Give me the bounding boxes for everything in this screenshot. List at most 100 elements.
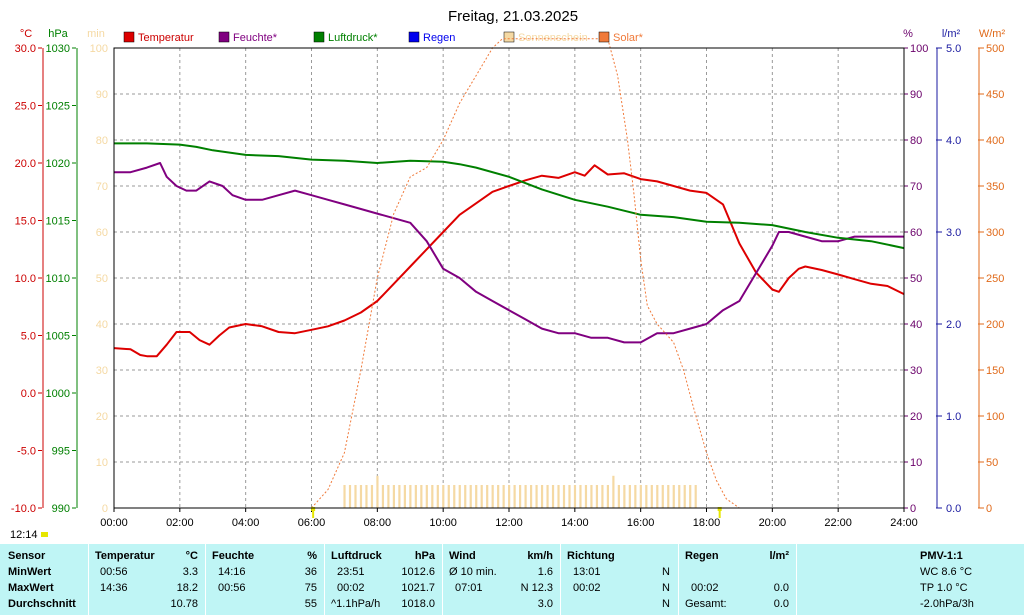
rain-axis-tick-label: 1.0 [946, 411, 961, 423]
row-label-minwert: MinWert [8, 566, 52, 578]
sunshine-bar [678, 485, 681, 508]
sunshine-bar [661, 485, 664, 508]
rain-total-value: 0.0 [773, 598, 789, 610]
max-humidity-value: 75 [304, 582, 317, 594]
sunshine-bar [562, 485, 566, 508]
max-wind-time: 07:01 [455, 582, 483, 594]
min-temperature-value: 3.3 [182, 566, 198, 578]
sunshine-bar [689, 485, 692, 508]
min-humidity-time: 14:16 [218, 566, 246, 578]
header-temperature-unit: °C [185, 550, 198, 562]
humidity-axis-tick-label: 80 [910, 135, 922, 147]
solar-line [311, 38, 740, 509]
temperature-axis-tick-label: 0.0 [21, 388, 36, 400]
rain-axis-tick-label: 4.0 [946, 135, 961, 147]
solar-axis-tick-label: 450 [986, 89, 1004, 101]
legend-label-sonnenschein: Sonnenschein [518, 32, 588, 44]
pmv-dewpoint: TP 1.0 °C [920, 582, 968, 594]
sunshine-bar [529, 485, 533, 508]
x-tick-label: 16:00 [627, 517, 655, 529]
pressure-axis-tick-label: 1015 [46, 216, 70, 228]
sunshine-axis-tick-label: 60 [96, 227, 108, 239]
sunshine-bar [420, 485, 423, 508]
min-wind-label: Ø 10 min. [449, 566, 497, 578]
sunshine-axis-tick-label: 30 [96, 365, 108, 377]
sunshine-bar [365, 485, 368, 508]
sunshine-bar [343, 485, 346, 508]
header-wind: Wind [449, 550, 476, 562]
avg-pressure-value: 1018.0 [401, 598, 435, 610]
chart-marks [113, 38, 905, 518]
max-temperature-time: 14:36 [100, 582, 128, 594]
legend-swatch-solar [598, 31, 610, 43]
sunshine-bar [639, 485, 642, 508]
grid [114, 48, 904, 508]
sunshine-bar [491, 485, 494, 508]
humidity-axis-tick-label: 0 [910, 503, 916, 515]
x-tick-label: 10:00 [429, 517, 457, 529]
sunshine-bar [376, 475, 379, 508]
header-rain: Regen [685, 550, 719, 562]
rain-axis-tick-label: 3.0 [946, 227, 961, 239]
sunshine-bar [480, 485, 483, 508]
header-humidity-unit: % [307, 550, 317, 562]
header-sensor: Sensor [8, 550, 46, 562]
temperature-axis-tick-label: 25.0 [15, 101, 36, 113]
sunshine-bar [672, 485, 675, 508]
row-label-durchschnitt: Durchschnitt [8, 598, 76, 610]
header-rain-unit: l/m² [769, 550, 789, 562]
legend-label-luftdruck: Luftdruck* [328, 32, 378, 44]
humidity-axis-tick-label: 40 [910, 319, 922, 331]
sunshine-bar [354, 485, 357, 508]
sunshine-bar [634, 485, 637, 508]
temperatur-line [113, 164, 905, 358]
sunshine-bar [508, 485, 511, 508]
legend-swatch-sonnenschein [503, 31, 515, 43]
solar-axis-tick-label: 0 [986, 503, 992, 515]
pressure-axis-tick-label: 1020 [46, 158, 70, 170]
header-humidity: Feuchte [212, 550, 255, 562]
sunshine-axis-tick-label: 100 [90, 43, 108, 55]
solar-axis-tick-label: 300 [986, 227, 1004, 239]
sunshine-bar [425, 485, 428, 508]
statistics-table: Sensor Temperatur °C Feuchte % Luftdruck… [0, 544, 1024, 615]
sunshine-bar [497, 485, 500, 508]
min-direction-value: N [662, 566, 670, 578]
temperature-axis-tick-label: 15.0 [15, 216, 36, 228]
sunshine-bar [606, 485, 610, 508]
sunshine-axis-unit: min [87, 28, 105, 40]
sunshine-bar [458, 485, 461, 508]
header-temperature: Temperatur [95, 550, 155, 562]
sunshine-bar [579, 485, 582, 508]
max-rain-value: 0.0 [773, 582, 789, 594]
sunshine-bar [524, 485, 527, 508]
sunshine-bar [617, 485, 620, 508]
min-direction-time: 13:01 [573, 566, 601, 578]
humidity-axis-tick-label: 100 [910, 43, 928, 55]
sunshine-bar [502, 485, 505, 508]
pressure-trend: ^1.1hPa/h [331, 598, 381, 610]
pressure-axis-unit: hPa [48, 28, 68, 40]
x-tick-label: 08:00 [364, 517, 392, 529]
max-direction-time: 00:02 [573, 582, 601, 594]
humidity-axis-unit: % [903, 28, 913, 40]
x-tick-label: 24:00 [890, 517, 918, 529]
legend-swatch-luftdruck [313, 31, 325, 43]
sunshine-axis-tick-label: 80 [96, 135, 108, 147]
pmv-windchill: WC 8.6 °C [920, 566, 973, 578]
sunshine-bar [436, 485, 439, 508]
temperature-axis-tick-label: 10.0 [15, 273, 36, 285]
x-tick-label: 00:00 [100, 517, 128, 529]
x-tick-label: 20:00 [759, 517, 787, 529]
sunshine-bar [612, 475, 615, 508]
sunshine-bar [431, 485, 434, 508]
sunshine-bar [392, 485, 396, 508]
temperature-axis-tick-label: 5.0 [21, 331, 36, 343]
sunshine-axis-tick-label: 50 [96, 273, 108, 285]
temperature-axis-unit: °C [20, 28, 32, 40]
max-pressure-value: 1021.7 [401, 582, 435, 594]
pressure-axis-tick-label: 1030 [46, 43, 70, 55]
solar-axis-tick-label: 50 [986, 457, 998, 469]
temperature-axis-tick-label: -5.0 [17, 446, 36, 458]
avg-temperature-value: 10.78 [170, 598, 198, 610]
